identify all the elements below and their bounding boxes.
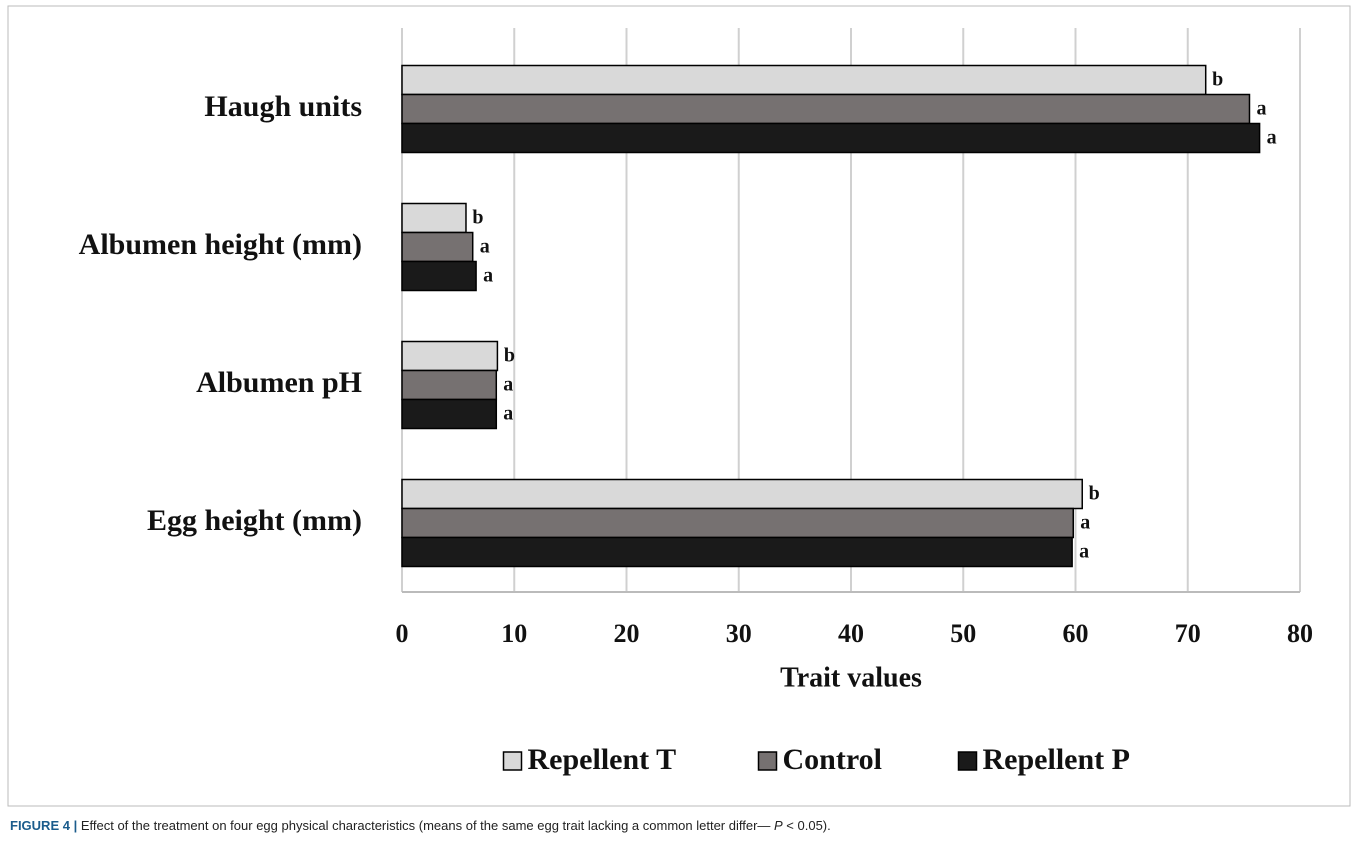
- bar: [401, 478, 1083, 510]
- bar: [401, 536, 1073, 568]
- caption: FIGURE 4 | Effect of the treatment on fo…: [10, 818, 831, 833]
- bar: [401, 122, 1261, 154]
- x-tick-label: 40: [838, 619, 864, 648]
- letter-label: a: [1079, 541, 1089, 563]
- legend-swatch: [757, 751, 778, 771]
- bar: [401, 369, 498, 401]
- letter-label: a: [1080, 512, 1090, 534]
- letter-label: a: [1267, 127, 1277, 149]
- bar: [401, 202, 467, 234]
- bar: [401, 260, 477, 292]
- bar: [401, 398, 498, 430]
- x-tick-label: 60: [1063, 619, 1089, 648]
- letter-label: a: [503, 374, 513, 396]
- bar: [401, 340, 499, 372]
- x-tick-label: 10: [501, 619, 527, 648]
- y-tick-label: Haugh units: [204, 90, 362, 123]
- legend-swatch: [957, 751, 978, 771]
- letter-label: a: [483, 265, 493, 287]
- y-tick-label: Egg height (mm): [147, 504, 362, 537]
- letter-label: b: [504, 345, 515, 367]
- x-tick-label: 20: [614, 619, 640, 648]
- caption-italic: P: [774, 818, 783, 833]
- x-axis-title: Trait values: [780, 662, 922, 693]
- bar: [401, 507, 1075, 539]
- y-tick-label: Albumen pH: [196, 366, 362, 399]
- caption-tail: < 0.05).: [782, 818, 831, 833]
- letter-label: b: [1089, 483, 1100, 505]
- bar: [401, 93, 1251, 125]
- bar: [401, 231, 474, 263]
- x-tick-label: 30: [726, 619, 752, 648]
- letter-label: b: [472, 207, 483, 229]
- legend-label: Repellent T: [528, 743, 677, 776]
- letter-label: b: [1212, 69, 1223, 91]
- x-tick-label: 70: [1175, 619, 1201, 648]
- x-tick-label: 50: [950, 619, 976, 648]
- y-tick-label: Albumen height (mm): [79, 228, 362, 261]
- letter-label: a: [503, 403, 513, 425]
- chart-frame: [7, 5, 1351, 807]
- x-tick-label: 0: [396, 619, 409, 648]
- letter-label: a: [1256, 98, 1266, 120]
- letter-label: a: [480, 236, 490, 258]
- caption-label: FIGURE 4 |: [10, 818, 78, 833]
- legend-label: Control: [783, 743, 882, 776]
- legend-label: Repellent P: [983, 743, 1130, 776]
- legend-swatch: [502, 751, 523, 771]
- bar: [401, 64, 1207, 96]
- x-tick-label: 80: [1287, 619, 1313, 648]
- caption-text: Effect of the treatment on four egg phys…: [80, 818, 775, 833]
- chart: Trait values 0 10 20 30 40 50 60 70 80 Haugh unit…: [7, 5, 1351, 807]
